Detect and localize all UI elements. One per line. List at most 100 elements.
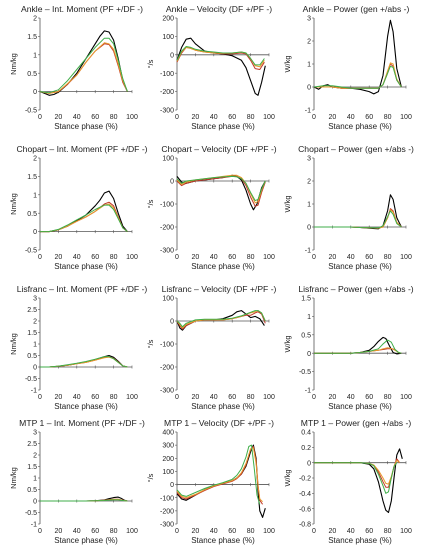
y-tick-label: 0 <box>33 89 37 96</box>
x-axis-label: Stance phase (%) <box>328 536 392 545</box>
series-line-green <box>40 356 128 368</box>
x-tick-label: 40 <box>210 254 218 261</box>
y-tick-label: -300 <box>160 108 174 115</box>
series-line-orange <box>176 447 263 503</box>
x-tick-label: 20 <box>329 528 337 535</box>
x-tick-label: 20 <box>329 114 337 121</box>
y-tick-label: -0.5 <box>25 248 37 255</box>
x-tick-label: 40 <box>347 528 355 535</box>
x-tick-label: 20 <box>55 254 63 261</box>
series-line-red <box>314 208 402 229</box>
x-tick-label: 60 <box>91 254 99 261</box>
y-tick-label: 2.5 <box>27 307 37 314</box>
y-tick-label: 0.2 <box>301 445 311 452</box>
y-axis-label: °/s <box>146 339 155 348</box>
x-tick-label: 100 <box>400 394 412 401</box>
y-tick-label: -0.6 <box>299 506 311 513</box>
series-line-green <box>176 444 261 505</box>
chart-panel-9: Lisfranc – Power (gen +/abs -) -1 -0.5 0 0.5… <box>283 284 414 411</box>
x-tick-label: 40 <box>73 394 81 401</box>
y-tick-label: 1 <box>33 342 37 349</box>
chart-title: Ankle – Int. Moment (PF +/DF -) <box>21 4 143 14</box>
y-tick-label: 1 <box>307 202 311 209</box>
x-axis-label: Stance phase (%) <box>191 536 255 545</box>
y-tick-label: -100 <box>160 495 174 502</box>
series-line-orange <box>39 42 128 94</box>
x-axis-label: Stance phase (%) <box>328 402 392 411</box>
y-axis-label: W/kg <box>283 469 292 486</box>
y-tick-label: 2 <box>33 453 37 460</box>
series-line-green <box>314 462 398 494</box>
y-tick-label: -0.8 <box>299 522 311 529</box>
x-tick-label: 80 <box>110 528 118 535</box>
chart-panel-11: MTP 1 – Velocity (DF +/PF -) -300 -200 -100… <box>146 418 275 545</box>
y-tick-label: 3 <box>307 156 311 163</box>
y-tick-label: 1.5 <box>301 296 311 303</box>
chart-panel-12: MTP 1 – Power (gen +/abs -) -0.8 -0.6 -0.4 -… <box>283 418 412 545</box>
series-line-green <box>176 175 266 202</box>
series-line-red <box>176 311 266 330</box>
chart-title: Chopart – Power (gen +/abs -) <box>298 144 414 154</box>
y-tick-label: 2.5 <box>27 441 37 448</box>
x-tick-label: 20 <box>329 394 337 401</box>
y-tick-label: 2 <box>33 16 37 23</box>
series-line-orange <box>176 174 266 204</box>
series-line-black <box>314 194 402 230</box>
x-tick-label: 100 <box>400 528 412 535</box>
series-line-black <box>176 444 266 518</box>
series-line-green <box>313 65 402 89</box>
y-axis-label: W/kg <box>283 55 292 72</box>
chart-panel-7: Lisfranc – Int. Moment (PF +/DF -) -1 -0.5… <box>9 284 147 411</box>
y-tick-label: 0 <box>33 229 37 236</box>
y-tick-label: -0.5 <box>25 376 37 383</box>
y-tick-label: 0.5 <box>27 353 37 360</box>
x-tick-label: 40 <box>210 394 218 401</box>
x-tick-label: 40 <box>347 254 355 261</box>
x-axis-label: Stance phase (%) <box>54 402 118 411</box>
series-line-black <box>176 37 266 96</box>
y-tick-label: -200 <box>160 89 174 96</box>
series-line-orange <box>314 209 402 229</box>
y-axis-label: Nm/kg <box>9 467 18 489</box>
y-axis-label: Nm/kg <box>9 53 18 75</box>
y-tick-label: 1 <box>33 476 37 483</box>
y-axis-label: Nm/kg <box>9 193 18 215</box>
y-tick-label: 0 <box>170 52 174 59</box>
x-tick-label: 80 <box>384 394 392 401</box>
x-tick-label: 80 <box>384 114 392 121</box>
x-tick-label: 100 <box>263 394 275 401</box>
x-tick-label: 100 <box>400 114 412 121</box>
y-axis-label: °/s <box>146 473 155 482</box>
y-tick-label: -1 <box>305 248 311 255</box>
y-tick-label: 2 <box>33 319 37 326</box>
x-tick-label: 100 <box>263 114 275 121</box>
series-line-orange <box>40 203 128 233</box>
y-tick-label: 1.5 <box>27 34 37 41</box>
x-tick-label: 0 <box>312 114 316 121</box>
y-tick-label: 0.5 <box>27 211 37 218</box>
y-tick-label: -1 <box>305 388 311 395</box>
x-tick-label: 0 <box>312 254 316 261</box>
x-tick-label: 60 <box>365 394 373 401</box>
y-tick-label: -0.2 <box>299 476 311 483</box>
x-tick-label: 100 <box>126 394 138 401</box>
x-tick-label: 40 <box>210 114 218 121</box>
x-tick-label: 80 <box>247 394 255 401</box>
chart-panel-5: Chopart – Velocity (DF +/PF -) -300 -200 -1… <box>146 144 277 271</box>
y-tick-label: 0 <box>170 319 174 326</box>
y-tick-label: 0 <box>170 179 174 186</box>
x-axis-label: Stance phase (%) <box>54 262 118 271</box>
x-tick-label: 20 <box>192 394 200 401</box>
x-tick-label: 0 <box>175 254 179 261</box>
y-tick-label: -300 <box>160 248 174 255</box>
chart-title: Chopart – Velocity (DF +/PF -) <box>161 144 276 154</box>
x-tick-label: 80 <box>247 114 255 121</box>
x-tick-label: 20 <box>329 254 337 261</box>
y-tick-label: 0.5 <box>27 71 37 78</box>
y-axis-label: W/kg <box>283 195 292 212</box>
y-tick-label: 200 <box>162 16 174 23</box>
y-tick-label: 0.5 <box>27 487 37 494</box>
y-tick-label: -300 <box>160 388 174 395</box>
